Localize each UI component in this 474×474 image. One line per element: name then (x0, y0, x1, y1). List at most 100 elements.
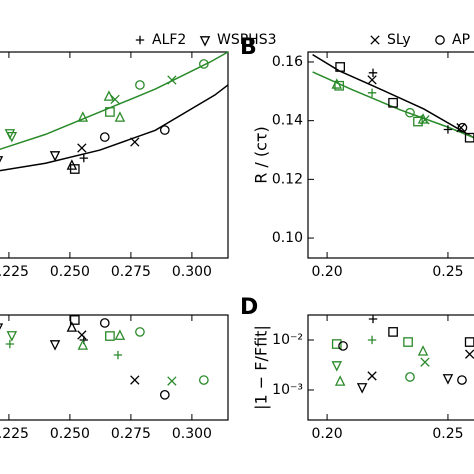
marker (457, 375, 467, 385)
y-axis-label: R / (cτ) (252, 126, 271, 184)
fit-line (0, 84, 229, 172)
marker (130, 375, 140, 385)
panel: 0.20 0.25 10⁻³ 10⁻² D |1 − F/Ffit| (240, 295, 474, 442)
marker (110, 94, 120, 105)
plot-frame (0, 51, 229, 259)
marker (0, 156, 4, 163)
marker (435, 35, 445, 45)
marker (356, 383, 368, 394)
marker (413, 116, 423, 127)
x-tick-label: 0.275 (111, 264, 151, 280)
marker (5, 339, 15, 349)
marker (69, 164, 80, 174)
marker (77, 330, 87, 340)
marker (113, 350, 123, 360)
panel-label: B (240, 35, 257, 60)
marker (367, 335, 377, 345)
marker (420, 357, 430, 367)
panel-label: D (240, 295, 258, 320)
legend-label: AP (452, 32, 470, 48)
marker (442, 374, 454, 385)
x-tick-label: 0.225 (0, 426, 29, 442)
marker (370, 35, 380, 45)
marker (198, 59, 209, 69)
x-tick-label: 0.225 (0, 264, 29, 280)
panel: 0.225 0.250 0.275 0.300 ALF2 WSPHS3 (0, 32, 277, 280)
marker (77, 111, 89, 122)
plot-frame (0, 314, 229, 421)
marker (331, 339, 342, 349)
marker (388, 327, 398, 337)
marker (417, 345, 429, 356)
marker (367, 75, 377, 85)
x-tick-label: 0.300 (172, 264, 212, 280)
marker (456, 123, 466, 133)
x-tick-label: 0.25 (432, 426, 463, 442)
y-axis-label: |1 − F/Ffit| (252, 325, 271, 410)
marker (334, 375, 346, 386)
marker (6, 331, 18, 342)
marker (49, 151, 61, 162)
x-tick-label: 0.250 (50, 426, 90, 442)
marker (368, 68, 378, 78)
plot-frame (307, 51, 474, 259)
marker (457, 122, 468, 133)
marker (135, 80, 145, 90)
marker (135, 35, 145, 45)
legend-label: ALF2 (152, 32, 186, 48)
marker (464, 337, 474, 347)
legend-label: WSPHS3 (217, 32, 277, 48)
marker (105, 331, 115, 341)
marker (130, 137, 140, 147)
marker (334, 80, 345, 91)
marker (367, 371, 377, 381)
x-tick-label: 0.20 (312, 264, 343, 280)
marker (79, 153, 89, 163)
marker (167, 376, 177, 386)
y-tick-label: 0.16 (272, 54, 303, 70)
marker (335, 62, 345, 72)
marker (66, 321, 78, 332)
marker (167, 75, 177, 85)
marker (99, 132, 110, 142)
fit-line (0, 51, 229, 151)
y-tick-label: 10⁻³ (272, 382, 303, 398)
x-tick-label: 0.25 (432, 264, 463, 280)
x-tick-label: 0.250 (50, 264, 90, 280)
marker (0, 323, 4, 330)
marker (6, 131, 18, 143)
marker (331, 361, 343, 372)
marker (135, 327, 145, 337)
marker (420, 115, 430, 125)
y-tick-label: 0.10 (272, 230, 303, 246)
x-tick-label: 0.20 (312, 426, 343, 442)
marker (465, 349, 474, 359)
marker (114, 111, 126, 122)
panel: 0.225 0.250 0.275 0.300 (0, 314, 229, 442)
panel: 0.20 0.25 0.10 0.12 0.14 0.16 SLy AP B R / (cτ) (240, 32, 474, 280)
plot-frame (307, 314, 474, 421)
marker (388, 97, 398, 108)
legend-label: SLy (387, 32, 411, 48)
x-tick-label: 0.275 (111, 426, 151, 442)
marker (77, 339, 89, 350)
marker (159, 389, 170, 400)
marker (105, 107, 115, 117)
marker (405, 372, 415, 382)
marker (198, 375, 209, 385)
y-tick-label: 0.14 (272, 113, 303, 129)
marker (405, 107, 415, 118)
marker (69, 315, 80, 325)
x-tick-label: 0.300 (172, 426, 212, 442)
marker (367, 88, 377, 97)
marker (114, 329, 126, 340)
marker (49, 340, 61, 351)
marker (99, 318, 110, 328)
marker (368, 314, 378, 324)
marker (159, 125, 170, 135)
y-tick-label: 10⁻² (272, 332, 303, 348)
fit-line (312, 53, 474, 139)
marker (403, 337, 413, 347)
marker (77, 143, 87, 153)
